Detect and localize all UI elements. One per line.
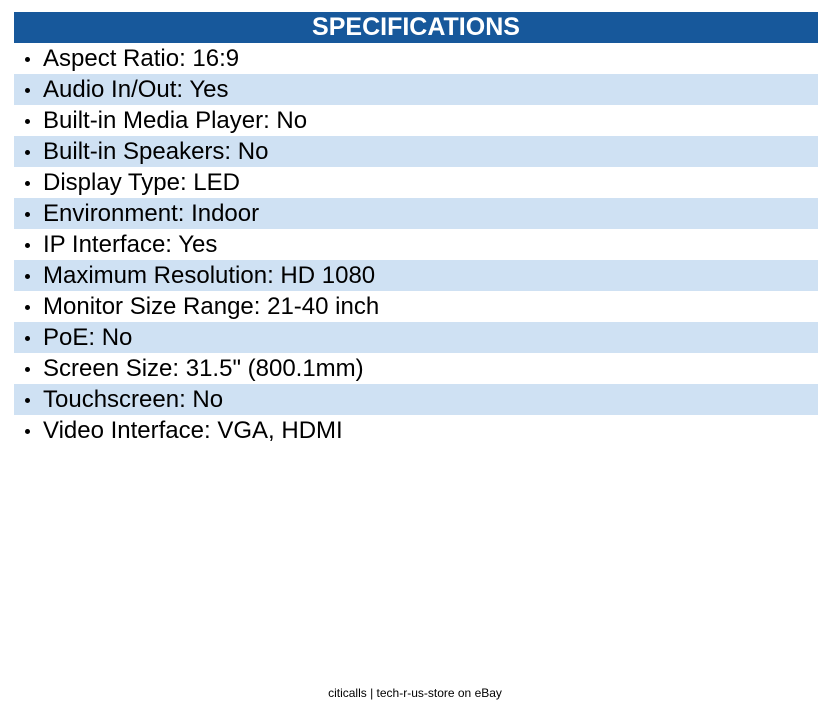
spec-item: Built-in Speakers: No	[14, 136, 818, 167]
spec-item: Aspect Ratio: 16:9	[14, 43, 818, 74]
footer: citicalls | tech-r-us-store on eBay	[328, 686, 502, 700]
spec-item: Environment: Indoor	[14, 198, 818, 229]
header-title: SPECIFICATIONS	[14, 12, 818, 43]
spec-item: IP Interface: Yes	[14, 229, 818, 260]
spec-list: Aspect Ratio: 16:9 Audio In/Out: Yes Built…	[14, 43, 818, 446]
spec-item: Maximum Resolution: HD 1080	[14, 260, 818, 291]
spec-item: Audio In/Out: Yes	[14, 74, 818, 105]
spec-item: Monitor Size Range: 21-40 inch	[14, 291, 818, 322]
spec-item: Display Type: LED	[14, 167, 818, 198]
spec-item: Screen Size: 31.5" (800.1mm)	[14, 353, 818, 384]
spec-item: PoE: No	[14, 322, 818, 353]
spec-item: Video Interface: VGA, HDMI	[14, 415, 818, 446]
spec-item: Built-in Media Player: No	[14, 105, 818, 136]
spec-item: Touchscreen: No	[14, 384, 818, 415]
